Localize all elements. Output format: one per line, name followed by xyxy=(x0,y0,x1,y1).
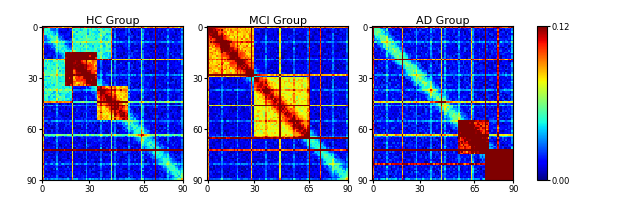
Title: AD Group: AD Group xyxy=(416,16,470,26)
Title: MCI Group: MCI Group xyxy=(248,16,307,26)
Title: HC Group: HC Group xyxy=(86,16,139,26)
